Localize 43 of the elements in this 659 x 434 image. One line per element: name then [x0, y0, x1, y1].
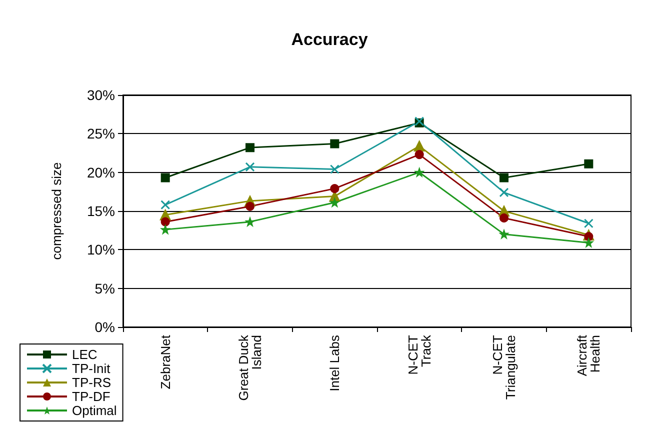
- point: [246, 143, 254, 152]
- x-tick-label: ZebraNet: [158, 334, 173, 390]
- y-tick-label: 20%: [86, 164, 115, 180]
- legend-label: TP-Init: [72, 361, 111, 376]
- point: [330, 184, 340, 194]
- point: [160, 225, 170, 234]
- y-axis-title: compressed size: [49, 162, 64, 260]
- point: [584, 238, 594, 248]
- point: [584, 159, 594, 168]
- point: [414, 168, 424, 177]
- y-tick-label: 25%: [86, 126, 115, 142]
- legend-label: LEC: [72, 347, 98, 362]
- point: [160, 217, 170, 226]
- y-tick-label: 5%: [94, 280, 115, 296]
- point: [246, 217, 254, 226]
- point: [500, 230, 508, 239]
- x-tick-label: Aircraft Health: [574, 334, 603, 376]
- point: [330, 164, 340, 174]
- legend-label: TP-DF: [72, 389, 110, 404]
- legend-label: Optimal: [72, 403, 117, 418]
- point: [584, 218, 594, 228]
- point: [414, 150, 424, 160]
- x-tick-label: N-CET Track: [405, 334, 434, 375]
- x-tick-label: N-CET Triangulate: [490, 334, 518, 400]
- point: [330, 139, 340, 148]
- point: [245, 162, 255, 172]
- y-tick-label: 0%: [94, 319, 115, 335]
- point: [500, 213, 508, 222]
- chart-title: Accuracy: [291, 30, 368, 49]
- point: [160, 200, 170, 210]
- point: [330, 198, 340, 207]
- point: [414, 140, 425, 152]
- legend-label: TP-RS: [72, 375, 112, 390]
- y-tick-label: 15%: [86, 203, 115, 219]
- point: [499, 188, 509, 198]
- point: [500, 173, 508, 182]
- point: [584, 232, 594, 242]
- point: [160, 173, 170, 182]
- x-tick-label: Intel Labs: [327, 334, 342, 392]
- point: [246, 202, 254, 211]
- y-tick-label: 30%: [86, 87, 115, 103]
- x-tick-label: Great Duck Island: [236, 334, 264, 401]
- y-tick-label: 10%: [86, 242, 115, 258]
